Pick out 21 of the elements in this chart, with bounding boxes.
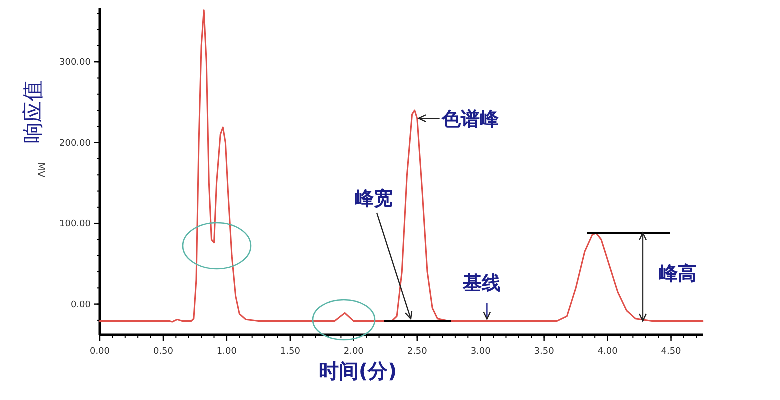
x-tick-label: 1.50 xyxy=(280,347,301,357)
annotation: 峰宽 xyxy=(355,188,393,210)
y-axis-title: 响应值 xyxy=(21,80,45,144)
x-tick-label: 4.50 xyxy=(661,347,682,357)
y-tick-label: 300.00 xyxy=(60,58,92,68)
x-tick-label: 3.50 xyxy=(534,347,555,357)
x-axis-title: 时间(分) xyxy=(318,359,398,383)
x-tick-label: 0.00 xyxy=(90,347,110,357)
annotation: 基线 xyxy=(462,272,502,294)
y-tick-label: 200.00 xyxy=(60,138,92,149)
x-tick-label: 0.50 xyxy=(153,347,174,357)
x-tick-label: 2.50 xyxy=(407,347,428,357)
x-tick-label: 2.00 xyxy=(344,347,364,357)
x-tick-label: 1.00 xyxy=(216,347,238,357)
x-tick-label: 4.00 xyxy=(598,347,618,357)
y2-axis-title: MV xyxy=(35,162,46,178)
annotation: 色谱峰 xyxy=(440,108,500,131)
y-tick-label: 100.00 xyxy=(60,220,92,230)
y-tick-label: 0.00 xyxy=(70,300,92,310)
annotation: 峰高 xyxy=(659,263,697,285)
x-tick-label: 3.00 xyxy=(470,347,492,357)
